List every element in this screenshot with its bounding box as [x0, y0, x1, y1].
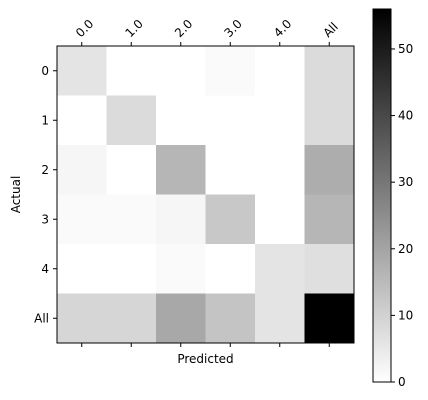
heatmap-cell-r1-c2 — [156, 95, 206, 146]
y-tick-label: All — [34, 311, 49, 325]
heatmap-cell-r3-c3 — [205, 194, 256, 245]
x-tick-label: All — [320, 20, 340, 40]
heatmap-cell-r4-c1 — [106, 244, 157, 294]
heatmap-cell-r5-c4 — [255, 293, 305, 344]
colorbar-tick-label: 50 — [398, 42, 413, 56]
heatmap-cell-r4-c4 — [255, 244, 305, 294]
y-tick-label: 1 — [41, 113, 49, 127]
heatmap-cell-r3-c5 — [304, 194, 355, 245]
x-tick-label: 4.0 — [271, 17, 294, 40]
heatmap-cell-r0-c1 — [106, 46, 157, 96]
heatmap-cell-r0-c2 — [156, 46, 206, 96]
heatmap-cell-r0-c4 — [255, 46, 305, 96]
heatmap-cell-r5-c0 — [57, 293, 107, 344]
colorbar-tick-label: 10 — [398, 308, 413, 322]
heatmap-cell-r2-c5 — [304, 145, 355, 195]
x-tick-label: 2.0 — [172, 17, 195, 40]
heatmap-cell-r4-c3 — [205, 244, 256, 294]
x-tick-label: 0.0 — [73, 17, 96, 40]
y-tick-label: 0 — [41, 64, 49, 78]
heatmap-cell-r5-c5 — [304, 293, 355, 344]
heatmap-cell-r1-c1 — [106, 95, 157, 146]
colorbar-tick-label: 30 — [398, 175, 413, 189]
heatmap-cell-r1-c3 — [205, 95, 256, 146]
heatmap-cell-r2-c1 — [106, 145, 157, 195]
x-axis-label: Predicted — [177, 352, 233, 366]
heatmap-cell-r2-c0 — [57, 145, 107, 195]
colorbar — [372, 8, 392, 383]
heatmap-cell-r2-c2 — [156, 145, 206, 195]
heatmap-cell-r5-c2 — [156, 293, 206, 344]
heatmap-cell-r1-c0 — [57, 95, 107, 146]
colorbar-tick-label: 0 — [398, 375, 406, 389]
heatmap-cell-r4-c0 — [57, 244, 107, 294]
y-tick-label: 2 — [41, 163, 49, 177]
y-tick-label: 4 — [41, 262, 49, 276]
heatmap-cell-r4-c5 — [304, 244, 355, 294]
colorbar-tick-label: 20 — [398, 242, 413, 256]
heatmap-cell-r3-c4 — [255, 194, 305, 245]
heatmap-cell-r1-c4 — [255, 95, 305, 146]
heatmap-cell-r4-c2 — [156, 244, 206, 294]
y-tick-label: 3 — [41, 212, 49, 226]
heatmap-cells — [57, 46, 355, 344]
heatmap-cell-r3-c1 — [106, 194, 157, 245]
colorbar-tick-label: 40 — [398, 109, 413, 123]
heatmap-cell-r2-c4 — [255, 145, 305, 195]
heatmap-cell-r0-c0 — [57, 46, 107, 96]
y-axis-label: Actual — [9, 176, 23, 214]
heatmap-cell-r3-c2 — [156, 194, 206, 245]
heatmap-cell-r2-c3 — [205, 145, 256, 195]
heatmap-cell-r0-c5 — [304, 46, 355, 96]
colorbar-ticks: 0 10 20 30 40 50 — [391, 42, 413, 389]
heatmap-cell-r3-c0 — [57, 194, 107, 245]
heatmap-cell-r5-c1 — [106, 293, 157, 344]
y-axis-ticks: 0 1 2 3 4 All — [34, 64, 57, 325]
heatmap-cell-r1-c5 — [304, 95, 355, 146]
heatmap-cell-r0-c3 — [205, 46, 256, 96]
plot-frame — [56, 45, 355, 344]
heatmap-cell-r5-c3 — [205, 293, 256, 344]
x-tick-label: 1.0 — [122, 17, 145, 40]
x-tick-label: 3.0 — [221, 17, 244, 40]
